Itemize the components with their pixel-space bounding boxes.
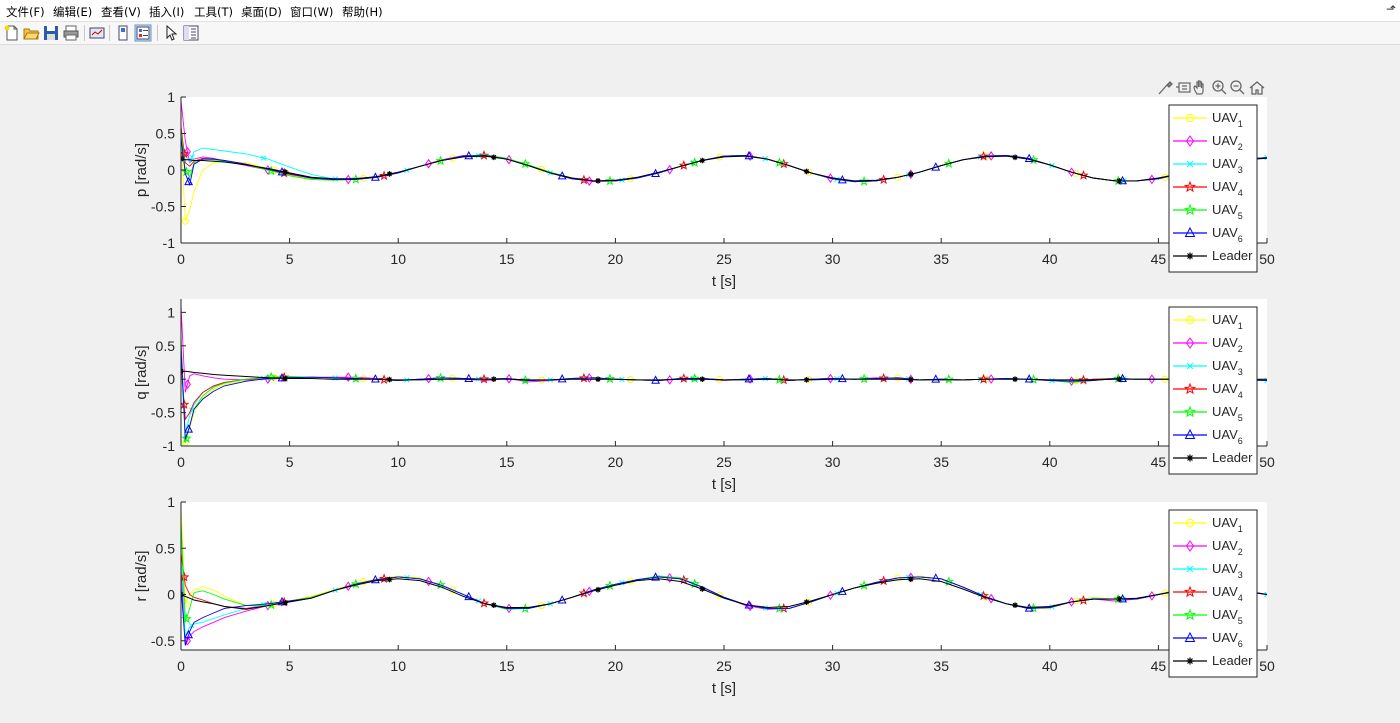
restore-view-icon[interactable]: [1249, 81, 1265, 95]
menu-view[interactable]: 查看(V): [101, 5, 141, 19]
toolbar-separator: [109, 25, 110, 41]
figure-toolbar: [0, 22, 1400, 45]
menu-file[interactable]: 文件(F): [6, 5, 45, 19]
dock-arrow-icon[interactable]: ⬏: [1385, 2, 1396, 16]
zoom-in-icon[interactable]: [1212, 80, 1227, 95]
menu-desktop[interactable]: 桌面(D): [241, 5, 282, 19]
toolbar-separator: [157, 25, 158, 41]
show-plot-tools-icon[interactable]: [134, 24, 152, 42]
brush-icon[interactable]: [1158, 81, 1173, 95]
link-plot-icon[interactable]: [88, 24, 106, 42]
menu-insert[interactable]: 插入(I): [149, 5, 185, 19]
pan-hand-icon[interactable]: [1193, 80, 1204, 95]
new-figure-icon[interactable]: [3, 24, 21, 42]
axes-toolbar: [1156, 77, 1268, 99]
menu-help[interactable]: 帮助(H): [342, 5, 383, 19]
save-icon[interactable]: [42, 24, 60, 42]
figure-canvas: [0, 45, 1400, 723]
hide-plot-tools-icon[interactable]: [114, 24, 132, 42]
open-file-icon[interactable]: [22, 24, 40, 42]
edit-plot-arrow-icon[interactable]: [162, 24, 180, 42]
property-inspector-icon[interactable]: [182, 24, 200, 42]
toolbar-separator: [84, 25, 85, 41]
zoom-out-icon[interactable]: [1230, 80, 1245, 95]
menu-tools[interactable]: 工具(T): [194, 5, 233, 19]
print-icon[interactable]: [62, 24, 80, 42]
menu-window[interactable]: 窗口(W): [290, 5, 334, 19]
menu-edit[interactable]: 编辑(E): [53, 5, 93, 19]
menu-bar: 文件(F) 编辑(E) 查看(V) 插入(I) 工具(T) 桌面(D) 窗口(W…: [0, 0, 1400, 22]
data-tips-icon[interactable]: [1176, 82, 1191, 93]
